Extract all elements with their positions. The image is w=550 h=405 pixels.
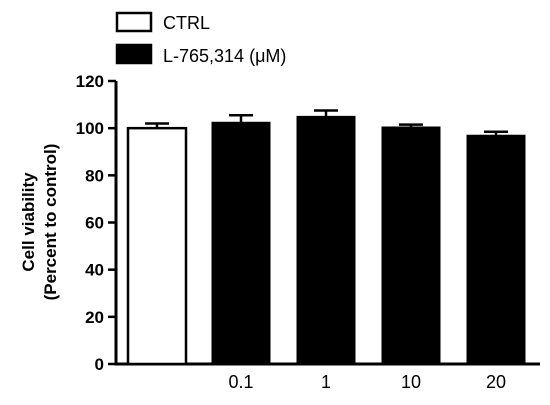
bars <box>126 115 526 366</box>
x-tick-label: 10 <box>401 372 421 392</box>
bar-ctrl <box>126 126 188 366</box>
bar-dose-20 <box>466 134 526 365</box>
legend-label-treatment: L-765,314 (μM) <box>163 46 286 66</box>
bar-dose-0.1 <box>211 121 271 365</box>
y-tick-label: 60 <box>85 214 104 233</box>
y-axis-title-line2: (Percent to control) <box>41 144 60 301</box>
y-tick-label: 100 <box>76 119 104 138</box>
y-tick-label: 120 <box>76 72 104 91</box>
x-tick-label: 1 <box>321 372 331 392</box>
y-tick-label: 0 <box>95 355 104 374</box>
x-tick-label: 20 <box>486 372 506 392</box>
y-tick-label: 20 <box>85 308 104 327</box>
y-tick-label: 80 <box>85 166 104 185</box>
bar-dose-10 <box>381 126 441 365</box>
y-tick-label: 40 <box>85 261 104 280</box>
error-bars <box>145 109 508 136</box>
x-tick-labels: 0.1 1 10 20 <box>228 372 506 392</box>
legend-swatch-treatment <box>115 43 153 65</box>
legend-swatch-ctrl <box>115 11 153 33</box>
y-ticks: 0 20 40 60 80 100 120 <box>76 72 116 374</box>
bar-dose-1 <box>296 115 356 365</box>
y-axis-title-line1: Cell viability <box>19 172 38 272</box>
legend-label-ctrl: CTRL <box>163 13 210 33</box>
x-tick-label: 0.1 <box>228 372 253 392</box>
y-axis-title: Cell viability (Percent to control) <box>19 144 60 301</box>
legend: CTRL L-765,314 (μM) <box>115 11 286 66</box>
